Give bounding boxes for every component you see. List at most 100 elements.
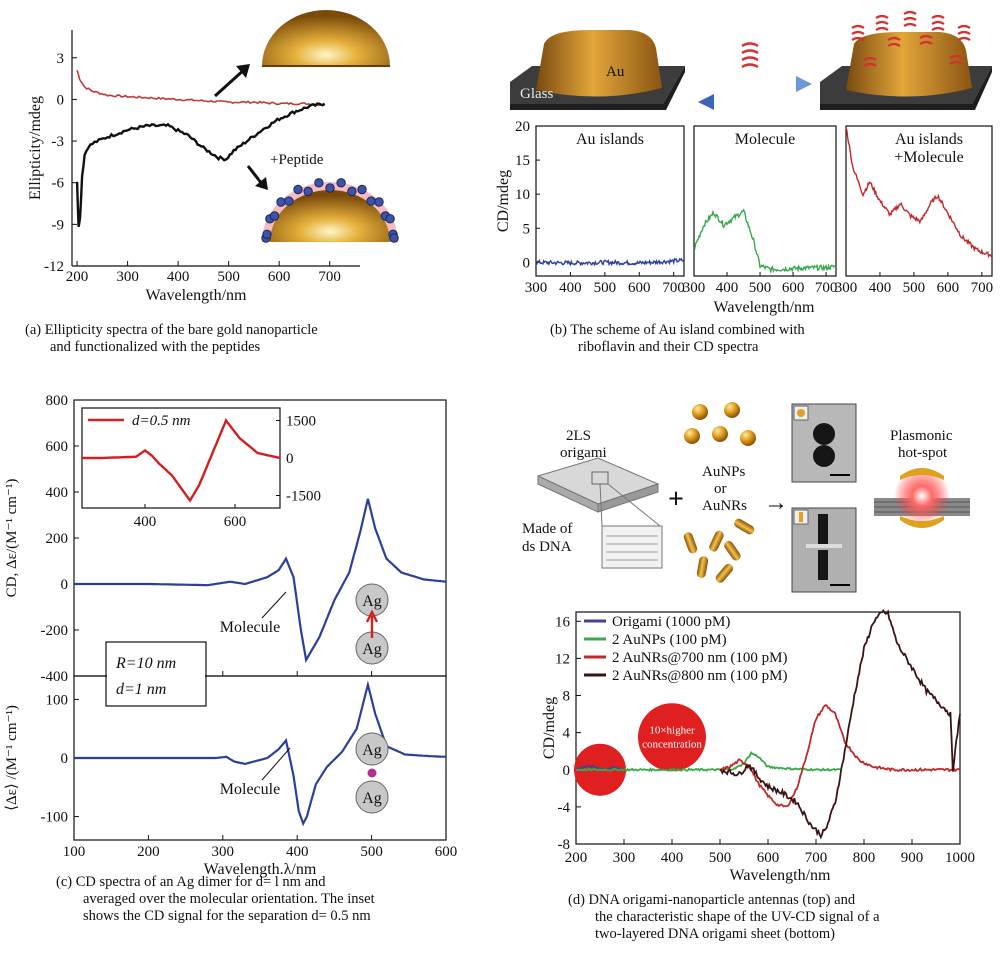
peptide-nanoparticle-illustration xyxy=(246,165,399,243)
subplot-line-2 xyxy=(845,127,993,259)
inset-line xyxy=(82,418,281,503)
peptide-bead xyxy=(314,178,324,188)
subplot-title: Au islands xyxy=(895,131,963,148)
peptide-bead xyxy=(385,214,395,224)
x-tick-label: 100 xyxy=(63,844,86,860)
nanoparticle-illustration-top xyxy=(213,10,390,98)
ag-label: Ag xyxy=(362,593,382,610)
subplot-line-0 xyxy=(535,257,685,267)
x-tick-label: 600 xyxy=(628,280,651,296)
y-tick-label: 0 xyxy=(61,751,69,767)
peptide-beads xyxy=(261,178,399,243)
series-line-1 xyxy=(75,102,326,228)
x-tick-label: 400 xyxy=(869,280,892,296)
y-tick-label: -100 xyxy=(41,810,69,826)
highlight-circle-large xyxy=(638,703,706,772)
y-tick-label: 0 xyxy=(563,763,571,779)
y-tick-label: 5 xyxy=(523,221,531,237)
x-tick-label: 700 xyxy=(805,850,828,866)
au-island-scheme-left: Au Glass xyxy=(510,30,685,110)
au-island-scheme-right xyxy=(820,10,992,110)
x-axis-label: Wavelength.λ/nm xyxy=(204,861,317,878)
particles-label-1: AuNPs xyxy=(702,464,746,480)
x-tick-label: 400 xyxy=(559,280,582,296)
x-tick-label: 500 xyxy=(217,269,240,285)
peptide-bead xyxy=(357,184,367,195)
chart-d: 2LS origami Made of ds DNA + AuNPs or Au… xyxy=(522,402,975,884)
molecule-dot xyxy=(367,768,377,778)
y-tick-label: 15 xyxy=(515,153,530,169)
peptide-bead xyxy=(269,211,280,221)
y-tick-label: 10 xyxy=(515,187,530,203)
origami-sheet-illustration: 2LS origami Made of ds DNA xyxy=(522,428,663,569)
au-label: Au xyxy=(606,64,625,80)
subplot-frame xyxy=(693,125,837,277)
params-line: R=10 nm xyxy=(115,655,176,672)
caption-d-line-2: the characteristic shape of the UV-CD si… xyxy=(595,909,880,925)
x-tick-label: 600 xyxy=(937,280,960,296)
peptide-bead xyxy=(336,178,346,188)
caption-d-line-3: two-layered DNA origami sheet (bottom) xyxy=(595,926,835,942)
peptide-bead xyxy=(374,197,384,207)
x-tick-label: 800 xyxy=(853,850,876,866)
caption-a-line-2: and functionalized with the peptides xyxy=(50,339,261,355)
x-axis-label: Wavelength/nm xyxy=(730,867,831,884)
peptide-bead xyxy=(262,229,272,239)
x-tick-label: 600 xyxy=(757,850,780,866)
x-axis-label: Wavelength/nm xyxy=(714,299,815,316)
caption-d: (d) DNA origami-nanoparticle antennas (t… xyxy=(568,892,880,943)
y-tick-label: -12 xyxy=(44,259,64,275)
x-tick-label: 1000 xyxy=(945,850,975,866)
dsdna-label-2: ds DNA xyxy=(522,539,572,555)
x-tick-label: 300 xyxy=(835,280,858,296)
y-tick-label: 0 xyxy=(523,255,531,271)
x-tick-label: 400 xyxy=(716,280,739,296)
y-tick-label: -200 xyxy=(41,623,69,639)
peptide-bead xyxy=(293,184,303,195)
subplot-title: +Molecule xyxy=(894,149,963,166)
y-tick-label: 12 xyxy=(555,651,570,667)
caption-b-line-2: riboflavin and their CD spectra xyxy=(578,339,759,355)
y-tick-label: 400 xyxy=(46,485,69,501)
y-axis-label: CD, Δε/(M⁻¹ cm⁻¹) xyxy=(4,479,20,598)
y-tick-label: 0 xyxy=(61,577,69,593)
x-tick-label: 200 xyxy=(137,844,160,860)
glass-label: Glass xyxy=(520,86,553,102)
x-tick-label: 600 xyxy=(435,844,458,860)
circle-note-line-2: concentration xyxy=(642,738,702,750)
caption-a: (a) Ellipticity spectra of the bare gold… xyxy=(25,322,318,356)
inset-y-tick-label: 0 xyxy=(286,451,294,467)
particles-label-2: or xyxy=(714,481,727,497)
ag-label: Ag xyxy=(362,641,382,658)
molecule-label: Molecule xyxy=(220,619,280,636)
x-tick-label: 700 xyxy=(318,269,341,285)
y-tick-label: 200 xyxy=(46,531,69,547)
inset-legend-label: d=0.5 nm xyxy=(132,413,191,429)
y-tick-label: 800 xyxy=(46,393,69,409)
subplot-frame xyxy=(535,125,685,277)
legend-label: 2 AuNPs (100 pM) xyxy=(612,632,727,648)
legend-label: 2 AuNRs@800 nm (100 pM) xyxy=(612,668,788,684)
x-tick-label: 400 xyxy=(661,850,684,866)
series-line-3 xyxy=(719,609,961,840)
origami-label-2: origami xyxy=(560,445,607,461)
caption-a-line-1: (a) Ellipticity spectra of the bare gold… xyxy=(25,322,318,338)
x-tick-label: 600 xyxy=(268,269,291,285)
legend-label: 2 AuNRs@700 nm (100 pM) xyxy=(612,650,788,666)
params-line: d=1 nm xyxy=(116,681,166,698)
caption-c-line-3: shows the CD signal for the separation d… xyxy=(83,908,371,924)
equilibrium-arrows xyxy=(698,76,812,110)
y-tick-label: 8 xyxy=(563,689,571,705)
caption-b-line-1: (b) The scheme of Au island combined wit… xyxy=(550,322,805,338)
y-tick-label: 0 xyxy=(57,92,65,108)
peptide-bead xyxy=(276,197,286,207)
y-axis-label: CD/mdeg xyxy=(541,697,558,759)
params-box-bg xyxy=(107,643,205,705)
x-tick-label: 700 xyxy=(815,280,838,296)
peptide-bead xyxy=(389,233,399,243)
panel-b: Au Glass xyxy=(480,0,1000,370)
x-tick-label: 200 xyxy=(66,269,89,285)
caption-d-line-1: (d) DNA origami-nanoparticle antennas (t… xyxy=(568,892,856,908)
y-tick-label: 4 xyxy=(563,726,571,742)
x-tick-label: 400 xyxy=(286,844,309,860)
